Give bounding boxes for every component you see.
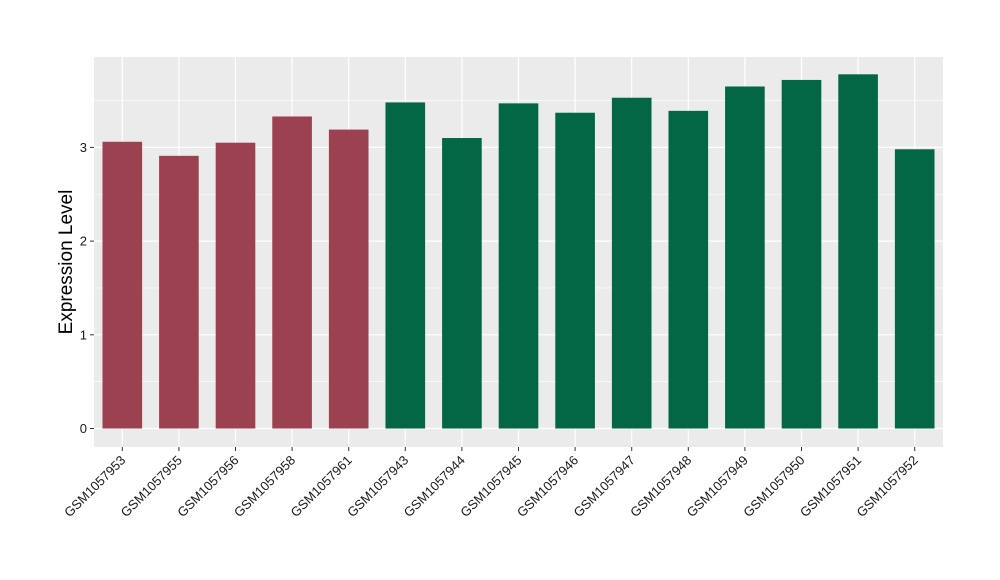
- bar-GSM1057961: [328, 129, 369, 429]
- bar-GSM1057945: [498, 103, 539, 429]
- bar-GSM1057958: [272, 116, 312, 429]
- bar-GSM1057956: [215, 142, 256, 429]
- bar-GSM1057950: [781, 79, 822, 429]
- bar-GSM1057946: [555, 112, 595, 429]
- bar-GSM1057948: [668, 110, 709, 429]
- y-tick-label: 1: [80, 327, 87, 342]
- y-tick-label: 3: [80, 140, 87, 155]
- bar-GSM1057952: [894, 149, 935, 429]
- y-tick-label: 0: [80, 421, 87, 436]
- bar-GSM1057955: [159, 155, 199, 429]
- bar-GSM1057943: [385, 102, 426, 429]
- y-axis-title: Expression Level: [56, 190, 77, 335]
- bar-GSM1057951: [838, 74, 878, 429]
- bar-GSM1057949: [725, 86, 765, 429]
- bar-GSM1057944: [442, 138, 482, 429]
- y-tick-label: 2: [80, 234, 87, 249]
- bar-GSM1057953: [102, 141, 143, 429]
- bar-GSM1057947: [611, 97, 652, 429]
- bars: [102, 74, 935, 429]
